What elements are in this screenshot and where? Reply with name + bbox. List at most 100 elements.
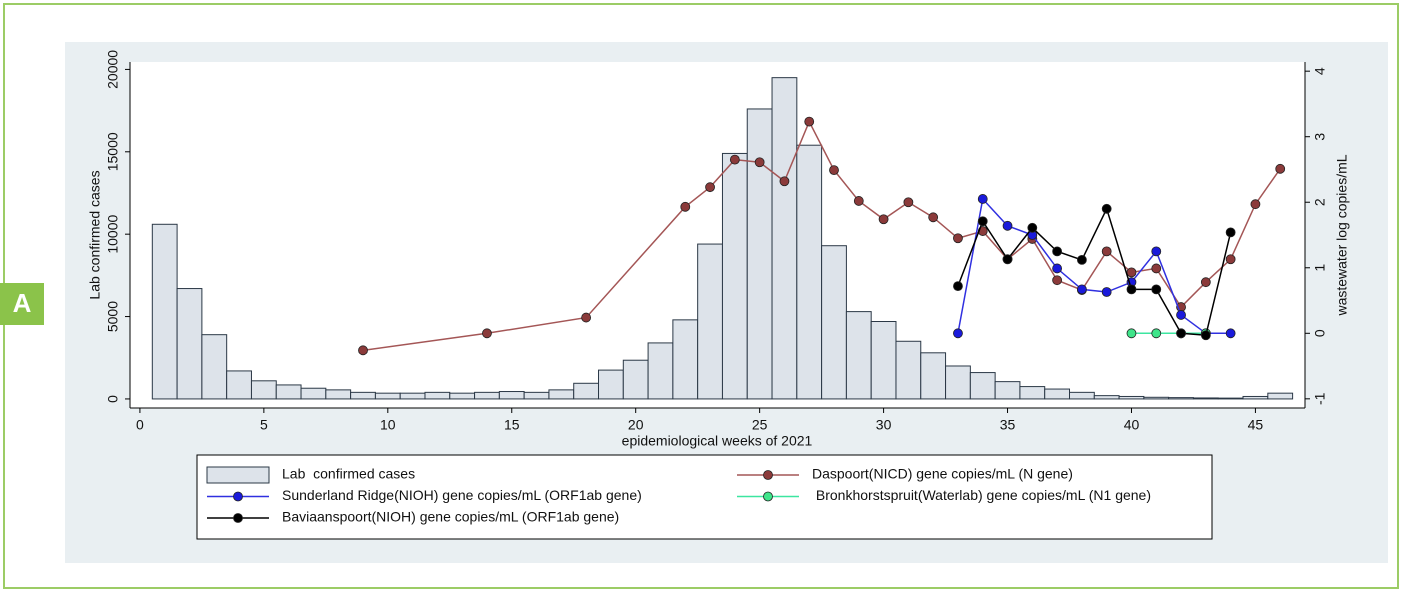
y2-axis-label: wastewater log copies/mL	[1334, 154, 1350, 316]
x-tick-label: 20	[628, 417, 644, 433]
point	[754, 157, 765, 168]
point	[1176, 328, 1186, 339]
x-tick-label: 45	[1248, 417, 1264, 433]
bar	[1143, 396, 1170, 400]
x-tick-label: 10	[380, 417, 396, 433]
bar	[1019, 386, 1046, 400]
panel-label: A	[13, 288, 32, 318]
bar	[250, 380, 277, 400]
point	[581, 312, 592, 323]
point	[358, 345, 368, 356]
y-tick-label: 5000	[105, 301, 121, 332]
x-tick-label: 0	[136, 417, 144, 433]
point	[804, 116, 815, 127]
bar	[598, 369, 624, 400]
y2-tick-label: -1	[1312, 392, 1328, 405]
point	[1225, 227, 1236, 238]
y-tick-label: 0	[105, 395, 121, 403]
legend	[196, 454, 1213, 540]
point	[1101, 246, 1112, 257]
legend-swatch	[206, 466, 270, 484]
x-tick-label: 30	[876, 417, 892, 433]
bar	[945, 365, 971, 400]
point	[1101, 203, 1112, 214]
legend-swatch	[763, 470, 773, 480]
point	[482, 328, 492, 339]
point	[1002, 220, 1013, 231]
point	[977, 194, 988, 204]
point	[1151, 246, 1162, 257]
bar	[697, 243, 723, 400]
bar	[275, 384, 302, 400]
bar	[548, 389, 575, 400]
legend-label: Baviaanspoort(NIOH) gene copies/mL (ORF1…	[282, 509, 619, 525]
bar	[1192, 397, 1219, 400]
bar	[672, 319, 699, 400]
bar	[523, 391, 550, 400]
legend-label: Bronkhorstspruit(Waterlab) gene copies/m…	[812, 487, 1151, 503]
y-tick-label: 15000	[105, 132, 121, 171]
line	[362, 119, 1281, 352]
bar	[771, 77, 798, 400]
y2-tick-label: 1	[1312, 264, 1328, 272]
bar	[399, 392, 426, 400]
bar	[201, 334, 228, 400]
point	[1225, 254, 1236, 265]
legend-label: Daspoort(NICD) gene copies/mL (N gene)	[812, 466, 1073, 482]
point	[779, 176, 790, 187]
point	[1126, 284, 1137, 295]
y-axis-label: Lab confirmed cases	[87, 170, 103, 299]
y2-tick-label: 0	[1312, 329, 1328, 337]
y2-tick-label: 4	[1312, 67, 1328, 75]
bar	[176, 288, 203, 400]
point	[1151, 284, 1162, 295]
point	[705, 182, 715, 193]
bar	[969, 372, 996, 400]
point	[1126, 328, 1137, 339]
bar	[350, 391, 376, 400]
point	[1176, 310, 1186, 320]
bar	[474, 391, 500, 400]
line	[957, 197, 1231, 335]
y-tick-label: 20000	[105, 50, 121, 89]
point	[1076, 255, 1087, 265]
bar	[226, 370, 252, 400]
y-tick-label: 10000	[105, 215, 121, 254]
bar	[300, 387, 327, 400]
point	[1052, 275, 1063, 286]
bar	[796, 144, 823, 400]
x-tick-label: 15	[504, 417, 520, 433]
point	[1002, 254, 1013, 265]
point	[1151, 328, 1162, 339]
bar	[1242, 395, 1269, 400]
point	[928, 212, 939, 223]
point	[729, 154, 740, 165]
x-tick-label: 25	[752, 417, 768, 433]
bar	[1093, 395, 1120, 400]
bar	[622, 359, 649, 400]
point	[1225, 328, 1236, 339]
x-tick-label: 5	[260, 417, 268, 433]
bar	[1168, 397, 1194, 400]
panel-badge	[0, 283, 44, 325]
point	[878, 214, 889, 225]
bar	[845, 311, 872, 400]
bar	[498, 391, 525, 400]
bar	[449, 392, 476, 400]
bar	[374, 392, 401, 400]
bar	[647, 342, 674, 400]
legend-label: Sunderland Ridge(NIOH) gene copies/mL (O…	[282, 487, 642, 503]
bar	[721, 152, 748, 400]
point	[953, 233, 963, 244]
x-tick-label: 35	[1000, 417, 1016, 433]
point	[1052, 246, 1063, 257]
point	[1076, 284, 1087, 295]
point	[1126, 267, 1137, 278]
point	[1151, 263, 1162, 274]
legend-label: Lab confirmed cases	[282, 466, 415, 482]
point	[1052, 263, 1063, 274]
bar	[821, 245, 847, 400]
point	[1250, 199, 1261, 210]
point	[953, 281, 963, 292]
point	[1200, 330, 1211, 341]
